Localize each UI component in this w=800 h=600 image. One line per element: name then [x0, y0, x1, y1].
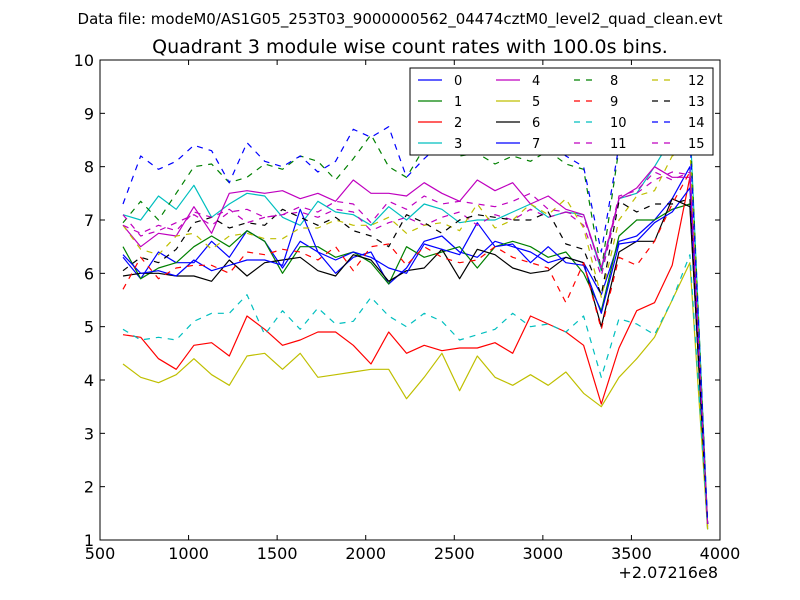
- legend-label-10: 10: [610, 116, 627, 131]
- series-line-12: [122, 147, 709, 530]
- legend-label-15: 15: [688, 137, 705, 152]
- y-tick-label: 10: [74, 51, 94, 70]
- chart-title: Quadrant 3 module wise count rates with …: [152, 36, 668, 58]
- x-tick-label: 2000: [345, 544, 386, 563]
- series-line-14: [122, 126, 709, 525]
- y-tick-label: 5: [84, 318, 94, 337]
- x-tick-label: 1500: [257, 544, 298, 563]
- series-line-7: [122, 187, 709, 525]
- x-tick-label: 3000: [522, 544, 563, 563]
- series-line-1: [122, 203, 709, 530]
- legend-label-4: 4: [532, 74, 540, 89]
- series-line-9: [122, 171, 709, 525]
- series-line-0: [122, 166, 709, 525]
- legend-label-13: 13: [688, 95, 705, 110]
- plot-frame: [99, 59, 721, 541]
- legend-label-14: 14: [688, 116, 705, 131]
- legend-label-11: 11: [610, 137, 627, 152]
- legend-label-1: 1: [454, 95, 462, 110]
- y-tick-label: 7: [84, 211, 94, 230]
- y-tick-label: 6: [84, 264, 94, 283]
- legend-label-2: 2: [454, 116, 462, 131]
- x-axis-offset-label: +2.07216e8: [618, 563, 718, 582]
- x-tick-label: 2500: [434, 544, 475, 563]
- series-line-10: [122, 254, 709, 527]
- y-tick-label: 1: [84, 531, 94, 550]
- series-line-6: [122, 198, 709, 525]
- y-tick-label: 3: [84, 424, 94, 443]
- chart-supertitle: Data file: modeM0/AS1G05_253T03_90000005…: [78, 10, 723, 29]
- y-tick-label: 8: [84, 158, 94, 177]
- x-tick-label: 4000: [700, 544, 741, 563]
- series-line-3: [122, 120, 709, 525]
- legend-label-8: 8: [610, 74, 618, 89]
- axes-layer: 500 1000 1500 2000 2500 3000 3500 4000123456789…: [74, 51, 741, 563]
- series-line-8: [122, 123, 709, 525]
- x-tick-label: 3500: [611, 544, 652, 563]
- y-tick-label: 9: [84, 104, 94, 123]
- y-tick-label: 2: [84, 478, 94, 497]
- legend-label-7: 7: [532, 137, 540, 152]
- legend-label-3: 3: [454, 137, 462, 152]
- legend-label-6: 6: [532, 116, 540, 131]
- y-tick-label: 4: [84, 371, 94, 390]
- legend-label-9: 9: [610, 95, 618, 110]
- x-tick-label: 1000: [168, 544, 209, 563]
- series-line-15: [122, 171, 709, 525]
- series-line-2: [122, 176, 709, 527]
- legend-label-0: 0: [454, 74, 462, 89]
- x-tick-label: 500: [85, 544, 116, 563]
- series-line-13: [122, 198, 709, 525]
- series-layer: [122, 120, 709, 530]
- legend-box: [409, 67, 714, 156]
- series-line-11: [122, 171, 709, 525]
- legend-label-12: 12: [688, 74, 705, 89]
- legend-label-5: 5: [532, 95, 540, 110]
- series-line-5: [122, 262, 709, 530]
